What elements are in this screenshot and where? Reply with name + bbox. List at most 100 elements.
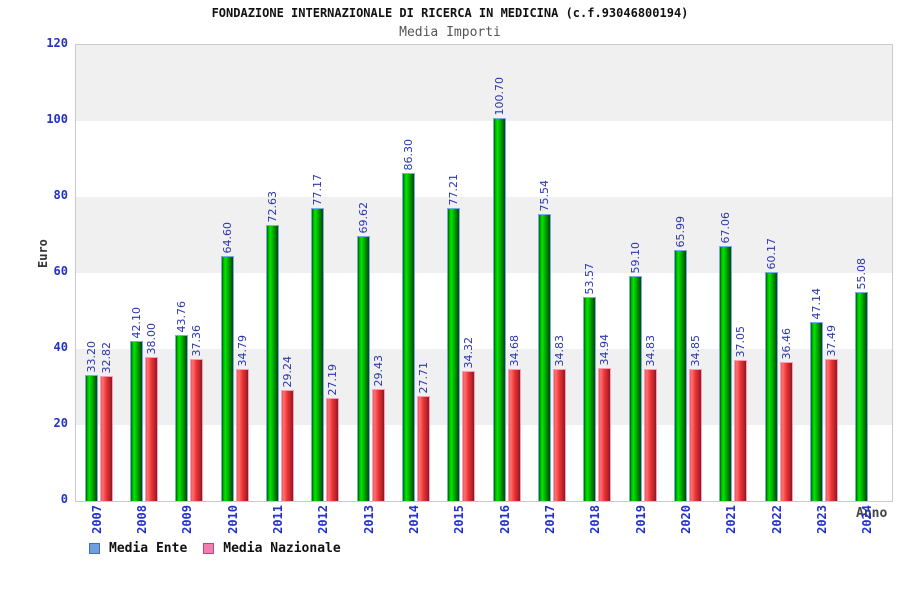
bar-media-nazionale-2023 xyxy=(825,359,838,501)
x-tick-label: 2016 xyxy=(497,505,512,534)
bar-media-nazionale-2021 xyxy=(734,360,747,501)
bar-media-ente-2013 xyxy=(357,236,370,501)
bar-media-nazionale-2018 xyxy=(598,368,611,501)
bar-media-nazionale-2020 xyxy=(689,369,702,501)
x-tick-label: 2009 xyxy=(180,505,195,534)
bar-media-ente-2022 xyxy=(765,272,778,501)
x-tick-label: 2018 xyxy=(588,505,603,534)
bar-media-ente-2011 xyxy=(266,225,279,501)
legend-swatch-media-ente-icon xyxy=(89,543,100,554)
bar-media-ente-2024 xyxy=(855,292,868,501)
bar-value-label: 37.05 xyxy=(734,325,747,358)
x-tick-label: 2011 xyxy=(271,505,285,534)
bar-value-label: 34.32 xyxy=(462,336,475,369)
x-tick-label: 2015 xyxy=(452,505,467,534)
bar-value-label: 47.14 xyxy=(810,287,823,320)
bar-media-nazionale-2010 xyxy=(236,369,249,501)
bar-media-nazionale-2013 xyxy=(372,389,385,501)
bar-media-nazionale-2007 xyxy=(100,376,113,501)
bar-media-nazionale-2012 xyxy=(326,398,339,501)
bar-value-label: 59.10 xyxy=(629,241,642,274)
bar-value-label: 60.17 xyxy=(765,237,778,270)
bar-media-nazionale-2011 xyxy=(281,390,294,501)
legend-item-media-nazionale: Media Nazionale xyxy=(203,541,341,556)
bar-value-label: 65.99 xyxy=(674,215,687,248)
bar-media-ente-2023 xyxy=(810,322,823,501)
bar-value-label: 34.83 xyxy=(644,334,657,367)
bar-media-nazionale-2014 xyxy=(417,396,430,501)
bar-value-label: 36.46 xyxy=(780,327,793,360)
bar-media-ente-2016 xyxy=(493,118,506,501)
bar-media-nazionale-2008 xyxy=(145,357,158,501)
x-tick-label: 2007 xyxy=(89,505,104,534)
bar-media-ente-2009 xyxy=(175,335,188,501)
legend: Media Ente Media Nazionale xyxy=(89,541,341,556)
bar-value-label: 29.24 xyxy=(281,355,294,388)
bar-value-label: 86.30 xyxy=(402,138,415,171)
bar-value-label: 75.54 xyxy=(538,179,551,212)
bar-media-ente-2020 xyxy=(674,250,687,501)
chart-title: FONDAZIONE INTERNAZIONALE DI RICERCA IN … xyxy=(211,6,689,20)
y-tick-label: 40 xyxy=(53,340,68,354)
bar-value-label: 67.06 xyxy=(719,211,732,244)
bar-media-nazionale-2015 xyxy=(462,371,475,501)
plot-area: 33.20 32.82 42.10 38.00 43.76 37.36 64.60 34.79… xyxy=(75,44,893,502)
bar-media-nazionale-2017 xyxy=(553,369,566,501)
bar-media-ente-2017 xyxy=(538,214,551,501)
bar-media-nazionale-2019 xyxy=(644,369,657,501)
bar-media-ente-2015 xyxy=(447,208,460,501)
legend-item-media-ente: Media Ente xyxy=(89,541,187,556)
x-tick-label: 2013 xyxy=(361,505,376,534)
bar-value-label: 34.85 xyxy=(689,334,702,367)
bar-value-label: 72.63 xyxy=(266,190,279,223)
bar-value-label: 64.60 xyxy=(221,221,234,254)
bar-value-label: 27.71 xyxy=(417,361,430,394)
bar-media-ente-2007 xyxy=(85,375,98,501)
bar-value-label: 42.10 xyxy=(130,306,143,339)
x-axis-title: Anno xyxy=(856,506,888,521)
bar-value-label: 69.62 xyxy=(357,201,370,234)
bar-value-label: 55.08 xyxy=(855,257,868,290)
bar-media-nazionale-2022 xyxy=(780,362,793,501)
bar-media-ente-2021 xyxy=(719,246,732,501)
x-tick-label: 2010 xyxy=(225,505,240,534)
bar-value-label: 37.49 xyxy=(825,324,838,357)
bar-value-label: 34.94 xyxy=(598,333,611,366)
y-tick-label: 60 xyxy=(53,264,68,278)
x-tick-label: 2022 xyxy=(769,505,784,534)
x-tick-label: 2021 xyxy=(724,505,739,534)
legend-label: Media Ente xyxy=(109,541,188,556)
bar-value-label: 53.57 xyxy=(583,262,596,295)
bar-value-label: 32.82 xyxy=(100,341,113,374)
bar-value-label: 33.20 xyxy=(85,340,98,373)
chart-subtitle: Media Importi xyxy=(399,25,501,40)
bar-media-ente-2012 xyxy=(311,208,324,501)
y-tick-label: 100 xyxy=(46,112,68,126)
x-tick-label: 2012 xyxy=(316,505,331,534)
bar-value-label: 43.76 xyxy=(175,300,188,333)
x-tick-label: 2023 xyxy=(815,505,829,534)
x-tick-label: 2008 xyxy=(135,505,149,534)
bar-media-ente-2014 xyxy=(402,173,415,501)
x-tick-label: 2024 xyxy=(860,505,875,534)
bar-value-label: 34.79 xyxy=(236,334,249,367)
bar-value-label: 77.21 xyxy=(447,173,460,206)
x-tick-label: 2014 xyxy=(407,505,421,534)
bar-value-label: 37.36 xyxy=(190,324,203,357)
bar-value-label: 34.68 xyxy=(508,334,521,367)
y-tick-label: 80 xyxy=(53,188,68,202)
bar-media-nazionale-2016 xyxy=(508,369,521,501)
bar-value-label: 100.70 xyxy=(493,76,506,116)
x-tick-label: 2020 xyxy=(679,505,693,534)
x-tick-label: 2019 xyxy=(633,505,648,534)
x-tick-label: 2017 xyxy=(543,505,557,534)
bar-value-label: 38.00 xyxy=(145,322,158,355)
bar-media-ente-2018 xyxy=(583,297,596,501)
bar-value-label: 77.17 xyxy=(311,173,324,206)
bar-value-label: 34.83 xyxy=(553,334,566,367)
bar-media-ente-2010 xyxy=(221,256,234,501)
legend-swatch-media-nazionale-icon xyxy=(203,543,215,554)
bar-media-nazionale-2009 xyxy=(190,359,203,501)
y-tick-label: 20 xyxy=(53,416,68,430)
